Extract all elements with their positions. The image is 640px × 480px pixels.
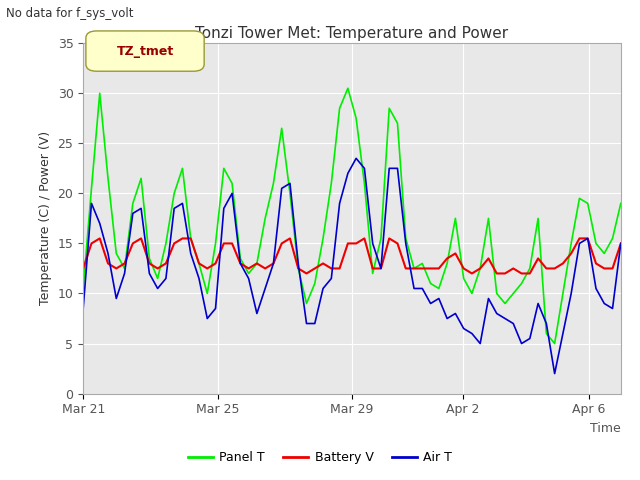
Panel T bbox=[212, 240, 220, 246]
Air T bbox=[551, 371, 559, 376]
Air T bbox=[244, 276, 252, 281]
Text: TZ_tmet: TZ_tmet bbox=[116, 45, 173, 58]
Air T bbox=[352, 156, 360, 161]
Panel T bbox=[121, 265, 129, 271]
Battery V bbox=[96, 236, 104, 241]
Air T bbox=[121, 271, 129, 276]
Air T bbox=[319, 286, 327, 291]
X-axis label: Time: Time bbox=[590, 422, 621, 435]
Panel T bbox=[344, 85, 352, 91]
Panel T bbox=[551, 341, 559, 347]
Battery V bbox=[253, 261, 260, 266]
Battery V bbox=[220, 240, 228, 246]
Battery V bbox=[79, 265, 87, 271]
Text: No data for f_sys_volt: No data for f_sys_volt bbox=[6, 7, 134, 20]
Line: Panel T: Panel T bbox=[83, 88, 621, 344]
Title: Tonzi Tower Met: Temperature and Power: Tonzi Tower Met: Temperature and Power bbox=[195, 25, 509, 41]
Air T bbox=[509, 321, 517, 326]
Panel T bbox=[509, 290, 517, 296]
Panel T bbox=[244, 271, 252, 276]
Battery V bbox=[129, 240, 137, 246]
Panel T bbox=[79, 286, 87, 291]
Air T bbox=[79, 306, 87, 312]
Y-axis label: Temperature (C) / Power (V): Temperature (C) / Power (V) bbox=[39, 132, 52, 305]
Battery V bbox=[303, 271, 310, 276]
Line: Air T: Air T bbox=[83, 158, 621, 373]
Battery V bbox=[617, 240, 625, 246]
Panel T bbox=[311, 281, 319, 287]
FancyBboxPatch shape bbox=[86, 31, 204, 71]
Legend: Panel T, Battery V, Air T: Panel T, Battery V, Air T bbox=[182, 446, 458, 469]
Battery V bbox=[518, 271, 525, 276]
Panel T bbox=[319, 236, 327, 241]
Battery V bbox=[336, 265, 344, 271]
Battery V bbox=[328, 265, 335, 271]
Line: Battery V: Battery V bbox=[83, 239, 621, 274]
Air T bbox=[617, 240, 625, 246]
Air T bbox=[311, 321, 319, 326]
Air T bbox=[212, 306, 220, 312]
Panel T bbox=[617, 201, 625, 206]
